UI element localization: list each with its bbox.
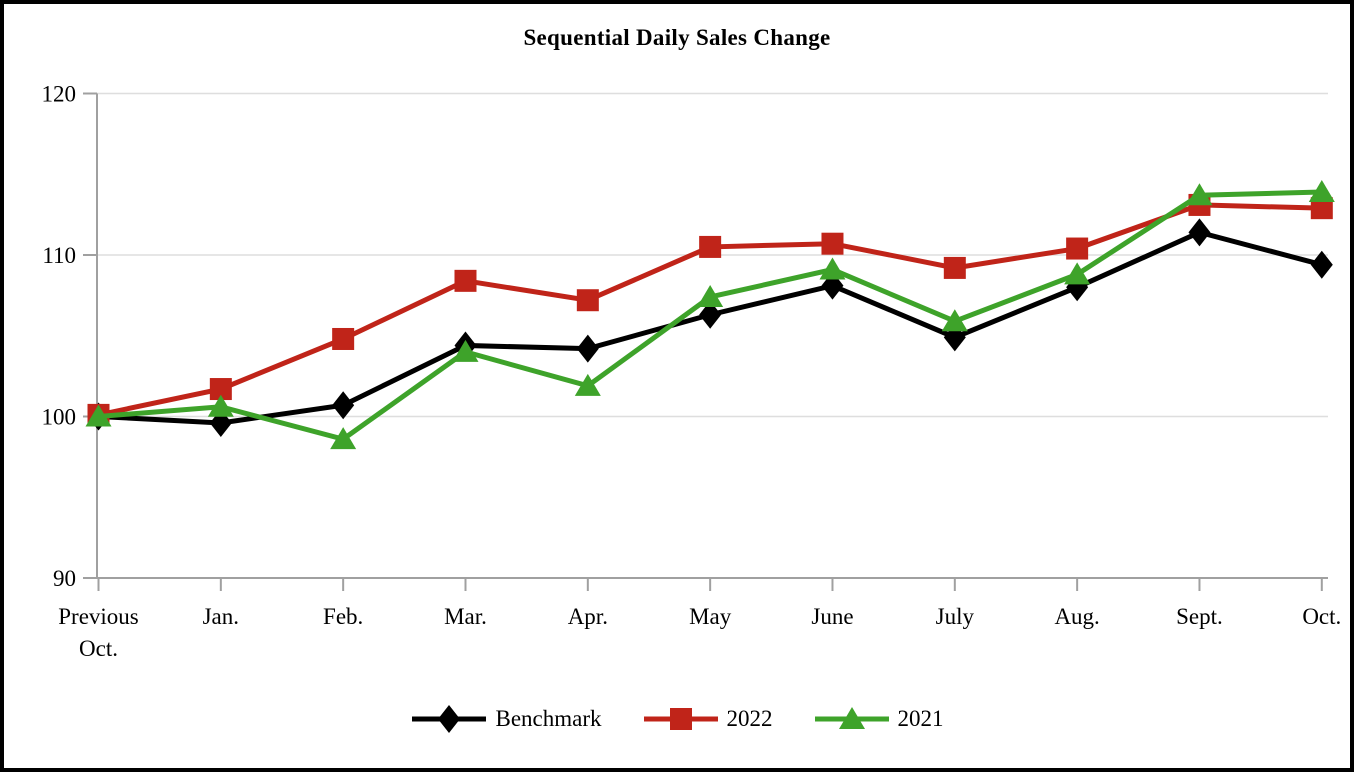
series-marker-benchmark: [332, 391, 355, 420]
series-marker-2021: [574, 373, 601, 396]
series-marker-2021: [697, 284, 724, 307]
y-tick-label: 120: [42, 82, 77, 107]
x-tick-label: Jan.: [203, 604, 239, 629]
series-marker-2021: [1186, 183, 1213, 206]
series-marker-benchmark: [576, 334, 599, 363]
series-marker-2021: [1308, 180, 1335, 203]
series-marker-2021: [819, 257, 846, 280]
series-marker-2021: [207, 394, 234, 417]
series-marker-2022: [209, 378, 232, 401]
series-marker-2022: [821, 232, 844, 255]
chart-legend: Benchmark 2022 2021: [4, 704, 1350, 734]
x-tick-label: May: [689, 604, 732, 629]
series-marker-2022: [576, 289, 599, 312]
series-marker-2021: [85, 404, 112, 427]
legend-item-2021: 2021: [813, 704, 944, 734]
x-tick-label: Mar.: [444, 604, 487, 629]
series-marker-benchmark: [699, 300, 722, 329]
legend-marker-triangle-icon: [838, 707, 865, 729]
x-tick-label: Previous Oct.: [58, 604, 139, 661]
legend-label-benchmark: Benchmark: [495, 706, 602, 731]
legend-label-2022: 2022: [726, 706, 773, 731]
series-marker-2022: [1310, 197, 1333, 220]
legend-item-benchmark: Benchmark: [410, 704, 602, 734]
series-marker-benchmark: [1310, 250, 1333, 279]
x-tick-label: Aug.: [1054, 604, 1099, 629]
x-tick-label: Oct.: [1302, 604, 1341, 629]
series-marker-2022: [943, 256, 966, 279]
series-marker-2022: [454, 269, 477, 292]
x-tick-label: Feb.: [323, 604, 363, 629]
legend-item-2022: 2022: [642, 704, 773, 734]
chart-title: Sequential Daily Sales Change: [523, 25, 831, 50]
x-tick-label: July: [936, 604, 975, 629]
series-marker-2022: [1066, 237, 1089, 260]
legend-swatch-2021: [814, 707, 889, 729]
series-marker-2021: [941, 309, 968, 332]
line-chart-plot: 90 100 110 120 Previous Oct. Jan. Feb. Mar. Apr. M…: [42, 82, 1342, 662]
legend-swatch-benchmark: [412, 705, 487, 733]
legend-marker-square-icon: [669, 708, 692, 730]
series-marker-2022: [332, 327, 355, 350]
x-tick-label: Apr.: [568, 604, 608, 629]
legend-label-2021: 2021: [897, 706, 944, 731]
series-marker-benchmark: [1188, 218, 1211, 247]
series-marker-2022: [699, 235, 722, 258]
series-marker-2021: [452, 339, 479, 362]
y-tick-label: 90: [53, 566, 76, 591]
x-tick-label: Sept.: [1176, 604, 1223, 629]
legend-marker-diamond-icon: [438, 705, 461, 733]
x-tick-label: June: [811, 604, 853, 629]
y-tick-label: 100: [42, 405, 77, 430]
series-marker-2021: [1064, 262, 1091, 285]
legend-swatch-2022: [643, 708, 718, 730]
series-marker-2021: [330, 427, 357, 450]
y-tick-label: 110: [42, 243, 76, 268]
